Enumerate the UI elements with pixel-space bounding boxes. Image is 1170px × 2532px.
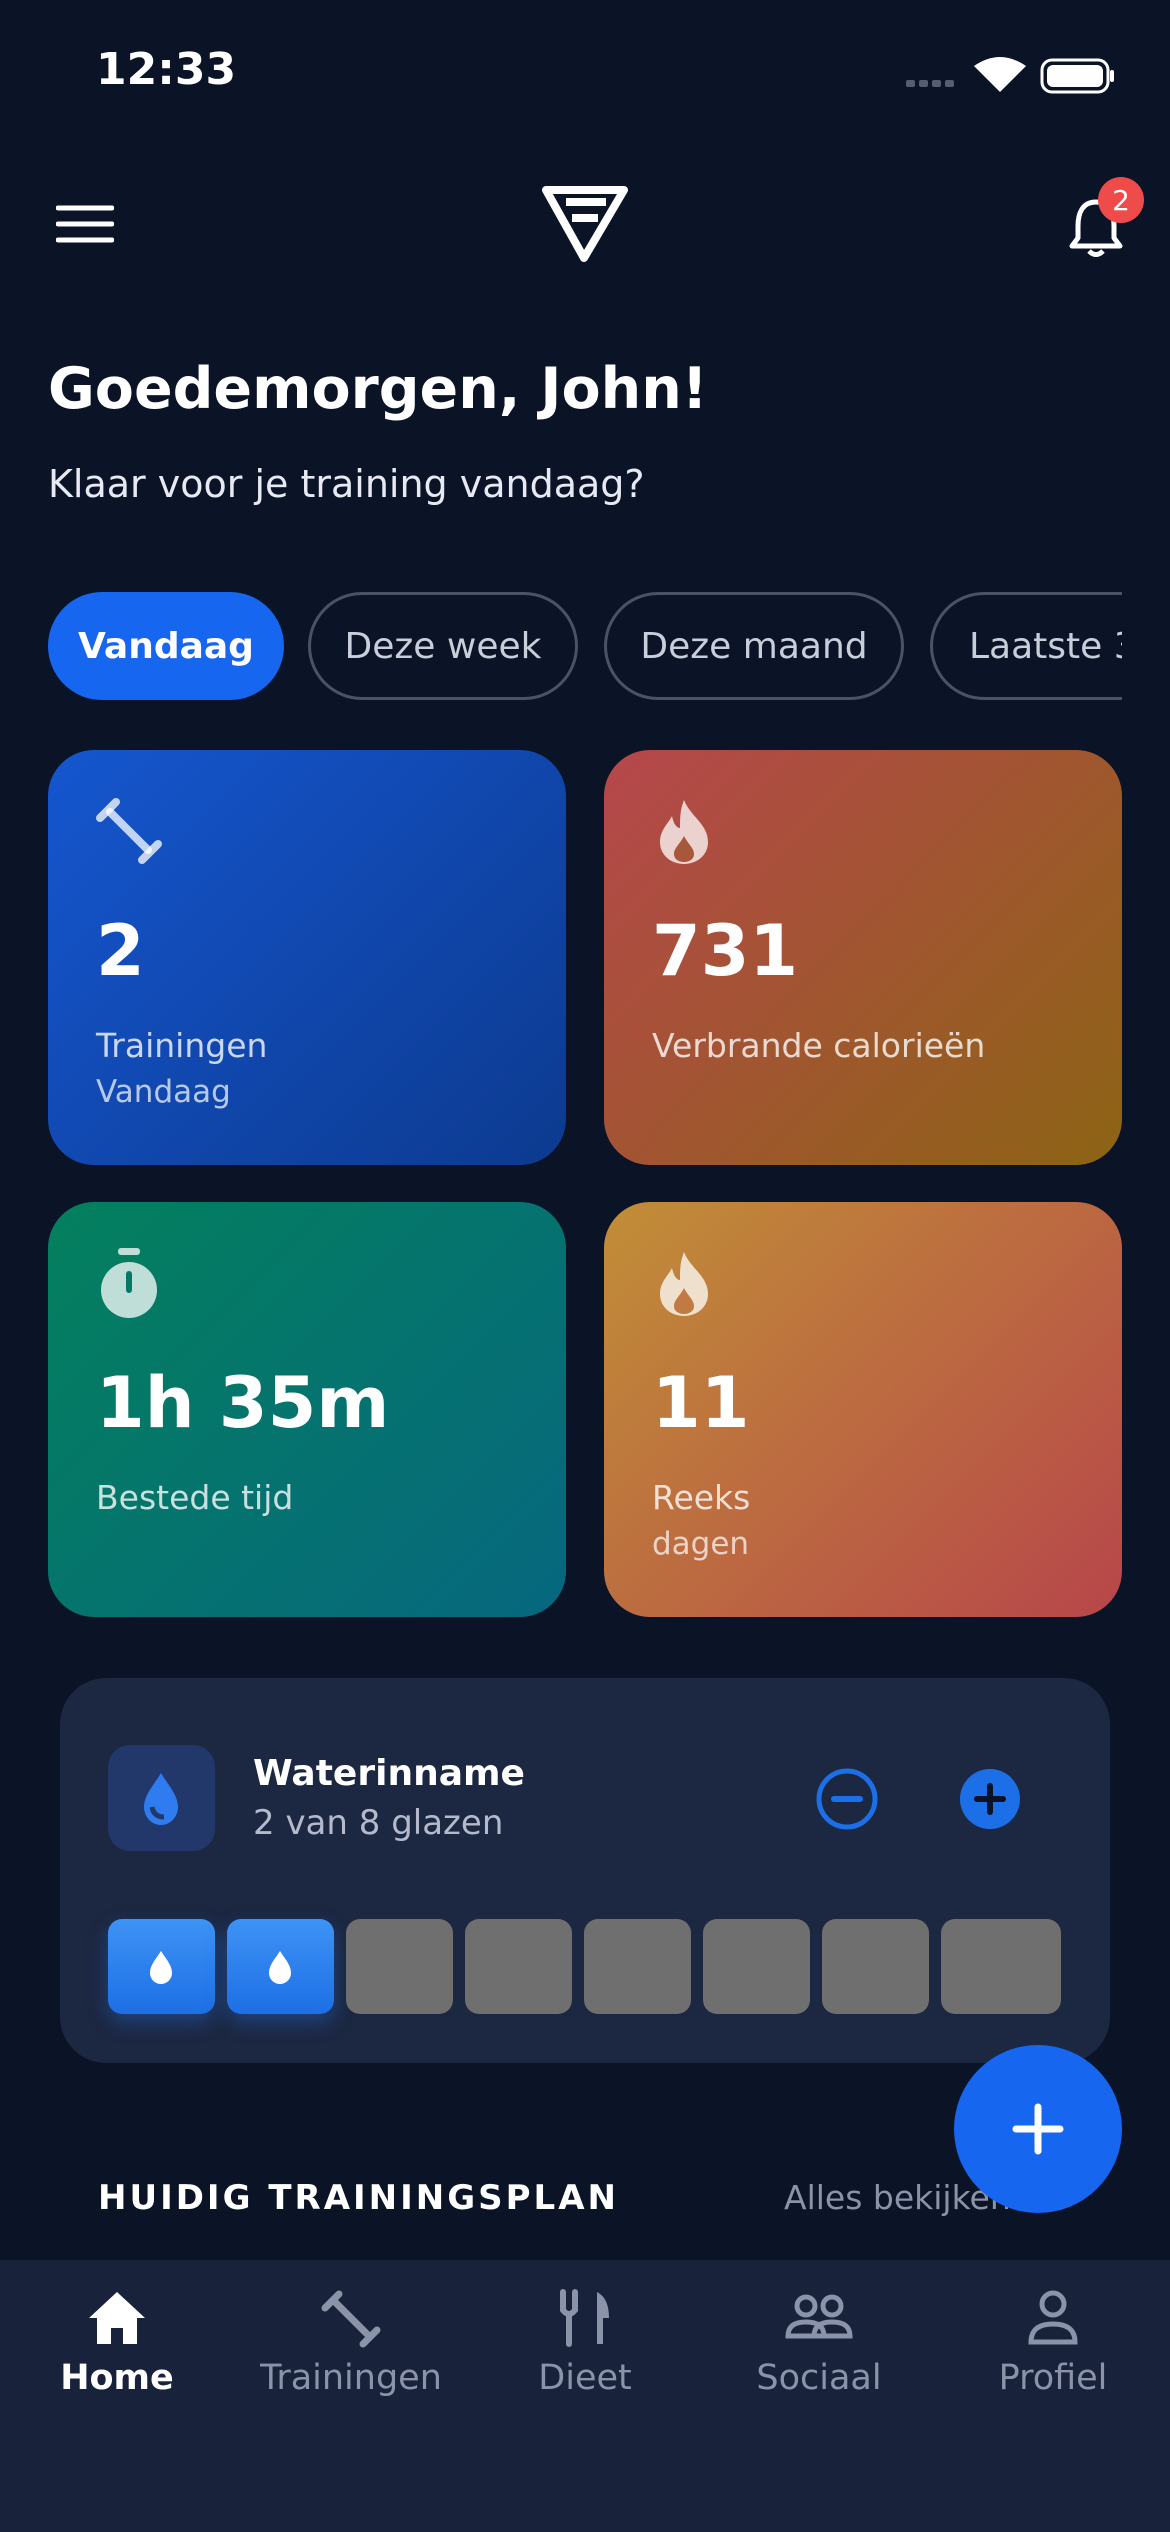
- flame-icon: [660, 800, 708, 864]
- water-glass[interactable]: [346, 1919, 453, 2014]
- greeting-title: Goedemorgen, John!: [48, 356, 708, 422]
- see-all-link[interactable]: Alles bekijken: [784, 2178, 1011, 2217]
- filter-chip[interactable]: Deze week: [308, 592, 578, 700]
- greeting-subtitle: Klaar voor je training vandaag?: [48, 462, 645, 506]
- stat-sublabel: Vandaag: [96, 1074, 231, 1110]
- add-button[interactable]: [950, 2041, 1126, 2217]
- water-icon-box: [108, 1745, 215, 1851]
- water-card: Waterinname 2 van 8 glazen: [60, 1678, 1110, 2063]
- stat-sublabel: dagen: [652, 1526, 750, 1562]
- stat-label: Verbrande calorieën: [652, 1026, 986, 1065]
- status-icons: [906, 57, 1114, 94]
- water-glass-filled[interactable]: [227, 1919, 334, 2014]
- stat-value: 2: [96, 910, 145, 992]
- profile-icon: [1028, 2290, 1078, 2345]
- dumbbell-icon: [96, 798, 162, 864]
- increase-button[interactable]: [957, 1766, 1023, 1832]
- water-glass[interactable]: [465, 1919, 572, 2014]
- stat-card[interactable]: 1h 35m Bestede tijd: [48, 1202, 566, 1617]
- water-glass[interactable]: [703, 1919, 810, 2014]
- nav-label: Profiel: [998, 2358, 1108, 2398]
- stat-value: 11: [652, 1362, 750, 1444]
- stat-card[interactable]: 2 Trainingen Vandaag: [48, 750, 566, 1165]
- bottom-nav: Home Trainingen Dieet Sociaal Profiel: [0, 2260, 1170, 2532]
- nav-item[interactable]: Dieet: [468, 2260, 702, 2440]
- nav-label: Sociaal: [756, 2358, 882, 2398]
- nav-item[interactable]: Profiel: [936, 2260, 1170, 2440]
- food-icon: [560, 2289, 609, 2347]
- stopwatch-icon: [101, 1248, 157, 1318]
- water-title: Waterinname: [253, 1753, 525, 1794]
- filter-chip[interactable]: Laatste 3: [930, 592, 1122, 700]
- drop-icon: [269, 1951, 291, 1984]
- section-title: HUIDIG TRAININGSPLAN: [98, 2178, 619, 2218]
- notification-badge: 2: [1098, 177, 1144, 223]
- nav-label: Home: [60, 2358, 174, 2398]
- water-subtitle: 2 van 8 glazen: [253, 1803, 504, 1843]
- stat-label: Trainingen: [96, 1026, 268, 1065]
- flame-icon: [660, 1252, 708, 1316]
- filter-chip[interactable]: Deze maand: [604, 592, 904, 700]
- dumbbell-icon: [321, 2290, 381, 2348]
- water-glass[interactable]: [584, 1919, 691, 2014]
- stat-label: Reeks: [652, 1478, 751, 1517]
- stat-value: 1h 35m: [96, 1362, 390, 1444]
- home-icon: [89, 2292, 145, 2344]
- stat-label: Bestede tijd: [96, 1478, 294, 1517]
- nav-label: Dieet: [538, 2358, 632, 2398]
- filter-chip[interactable]: Vandaag: [48, 592, 284, 700]
- stat-card[interactable]: 11 Reeks dagen: [604, 1202, 1122, 1617]
- drop-icon: [144, 1773, 178, 1825]
- people-icon: [785, 2294, 853, 2339]
- water-glass[interactable]: [822, 1919, 929, 2014]
- water-glass-filled[interactable]: [108, 1919, 215, 2014]
- stat-card[interactable]: 731 Verbrande calorieën: [604, 750, 1122, 1165]
- nav-item[interactable]: Home: [0, 2260, 234, 2440]
- nav-label: Trainingen: [260, 2358, 442, 2398]
- water-glass[interactable]: [941, 1919, 1061, 2014]
- stat-value: 731: [652, 910, 799, 992]
- app-logo: [542, 186, 628, 262]
- decrease-button[interactable]: [814, 1766, 880, 1832]
- status-time: 12:33: [96, 44, 237, 95]
- nav-item[interactable]: Trainingen: [234, 2260, 468, 2440]
- drop-icon: [150, 1951, 172, 1984]
- nav-item[interactable]: Sociaal: [702, 2260, 936, 2440]
- menu-button[interactable]: [56, 204, 114, 244]
